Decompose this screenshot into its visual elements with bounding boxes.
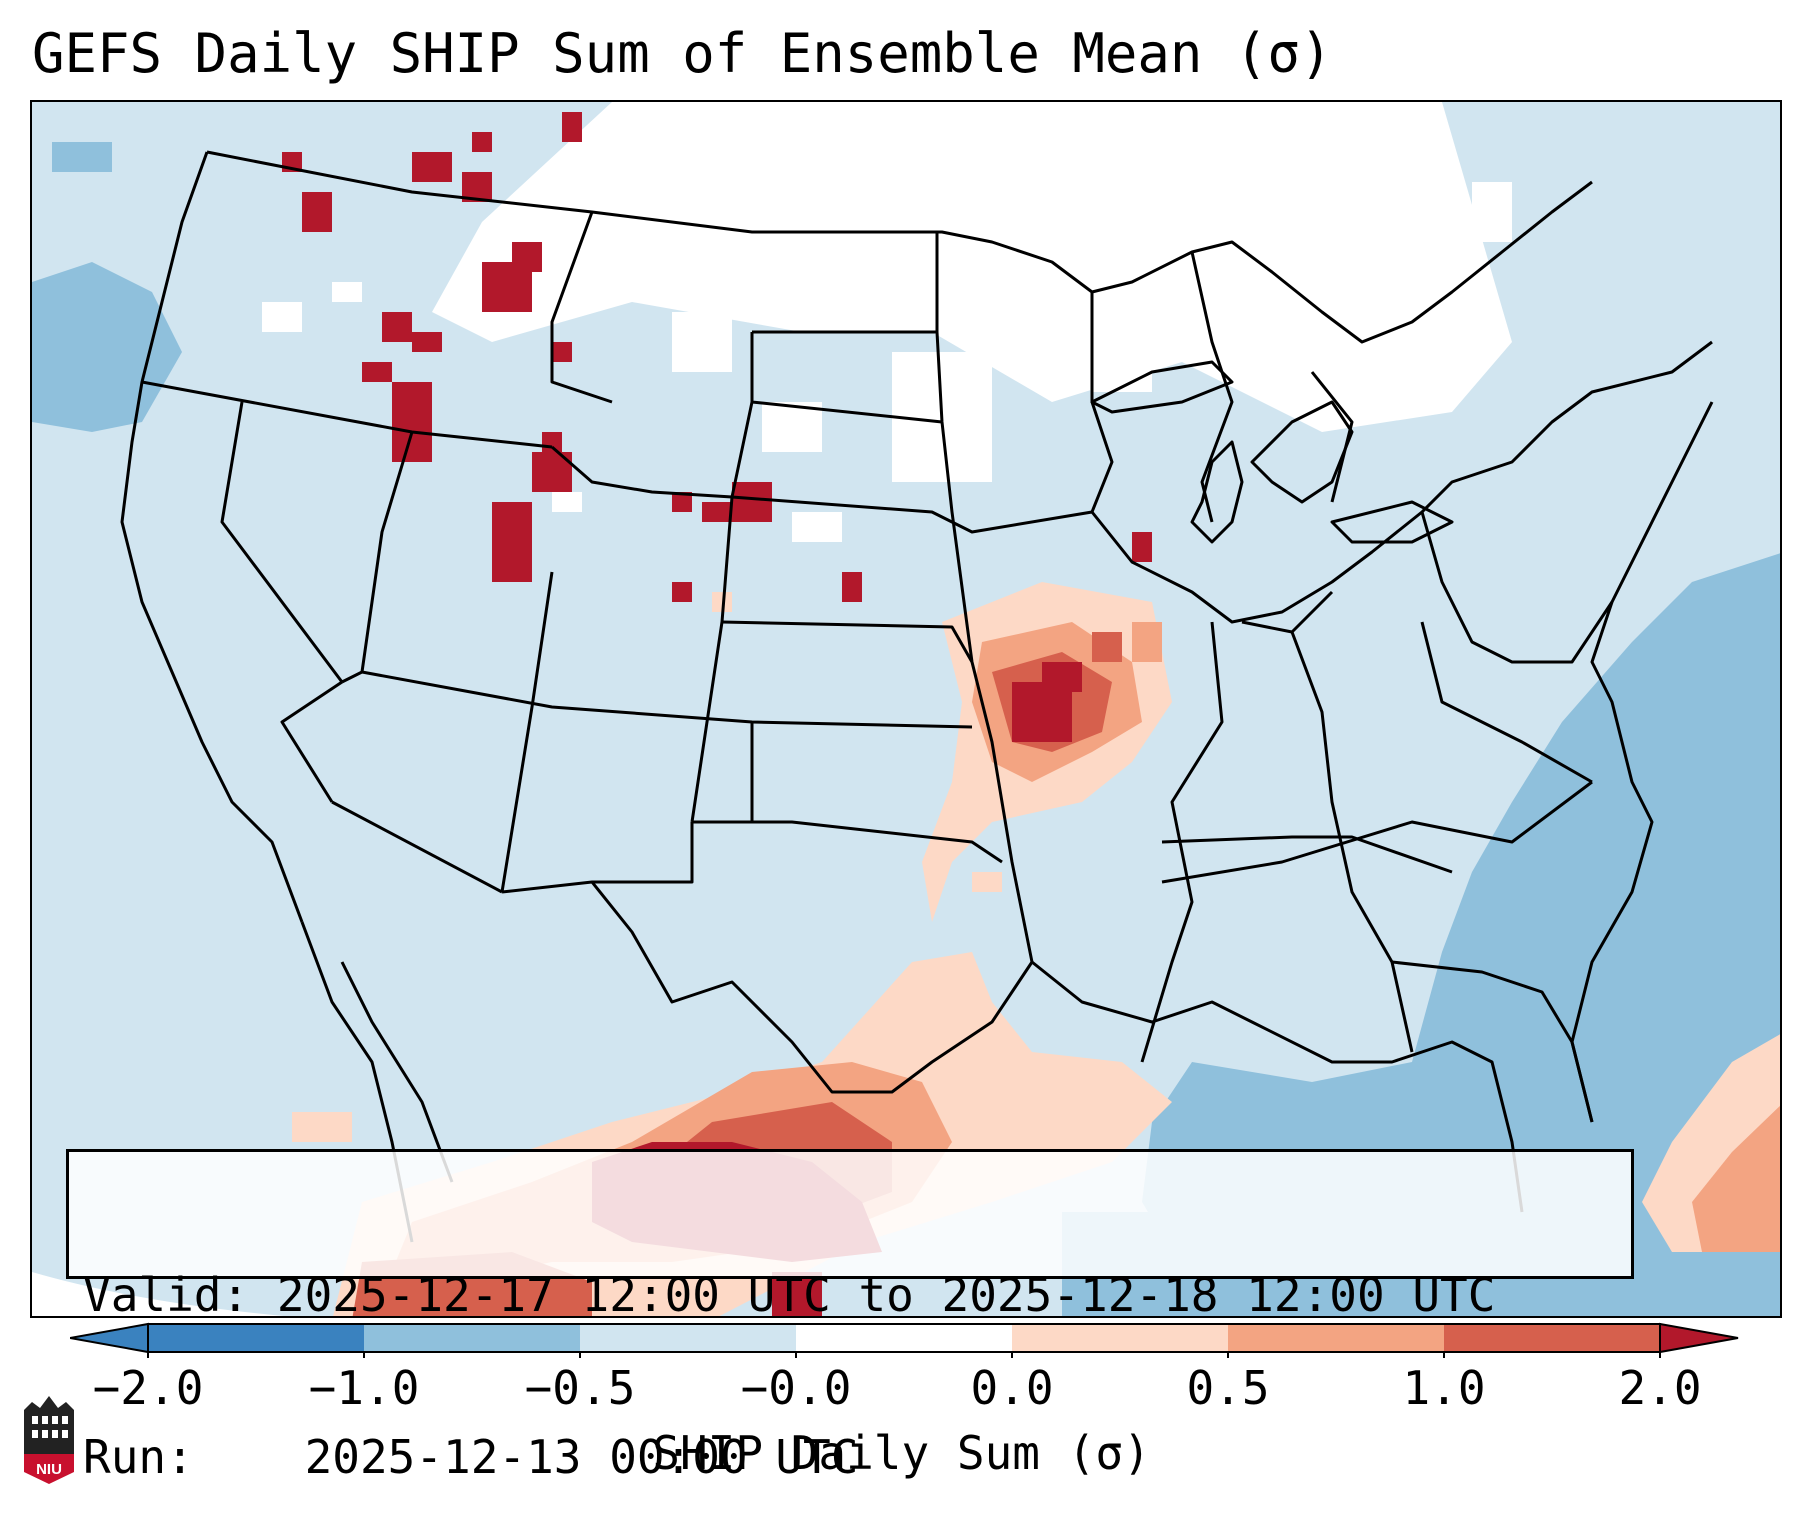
map-title: GEFS Daily SHIP Sum of Ensemble Mean (σ) <box>32 22 1333 85</box>
valid-run-info-box: Valid: 2025-12-17 12:00 UTC to 2025-12-1… <box>66 1149 1634 1484</box>
colorbar-tick-label: 1.0 <box>1402 1361 1486 1415</box>
colorbar-tick-marks <box>147 1352 1661 1358</box>
run-value: 2025-12-13 00:00 UTC <box>304 1430 859 1484</box>
state-boundaries <box>120 150 1714 1243</box>
colorbar-bin-4 <box>796 1324 1012 1352</box>
colorbar-extend-low <box>70 1322 149 1354</box>
colorbar-bin-2 <box>364 1324 580 1352</box>
colorbar-tick-label: 2.0 <box>1618 1361 1702 1415</box>
map-frame <box>30 100 1782 1318</box>
run-label: Run: <box>83 1430 194 1484</box>
valid-line: Valid: 2025-12-17 12:00 UTC to 2025-12-1… <box>83 1268 1631 1322</box>
colorbar-tick-label: 0.5 <box>1186 1361 1270 1415</box>
niu-logo: NIU <box>24 1396 74 1484</box>
colorbar-tick-label: 0.0 <box>970 1361 1054 1415</box>
colorbar-outline <box>147 1323 1661 1353</box>
run-line: Run: 2025-12-13 00:00 UTC <box>83 1430 1631 1484</box>
colorbar-bin-1 <box>148 1324 364 1352</box>
logo-text: NIU <box>36 1461 62 1478</box>
colorbar-extend-high <box>1659 1322 1739 1354</box>
valid-label: Valid: <box>83 1268 250 1322</box>
valid-value: 2025-12-17 12:00 UTC to 2025-12-18 12:00… <box>276 1268 1496 1322</box>
colorbar-bin-6 <box>1228 1324 1444 1352</box>
colorbar-tick-label: −2.0 <box>92 1361 204 1415</box>
colorbar-tick-label: −0.0 <box>740 1361 852 1415</box>
map-canvas <box>32 102 1780 1316</box>
colorbar-tick-label: −0.5 <box>524 1361 636 1415</box>
colorbar <box>70 1322 1739 1358</box>
colorbar-bin-7 <box>1444 1324 1660 1352</box>
colorbar-bin-3 <box>580 1324 796 1352</box>
colorbar-label: SHIP Daily Sum (σ) <box>652 1426 1151 1480</box>
colorbar-tick-label: −1.0 <box>308 1361 420 1415</box>
colorbar-ticks: −2.0 −1.0 −0.5 −0.0 0.0 0.5 1.0 2.0 <box>0 1360 1803 1420</box>
map-domain-edge <box>32 1272 284 1316</box>
colorbar-bin-5 <box>1012 1324 1228 1352</box>
